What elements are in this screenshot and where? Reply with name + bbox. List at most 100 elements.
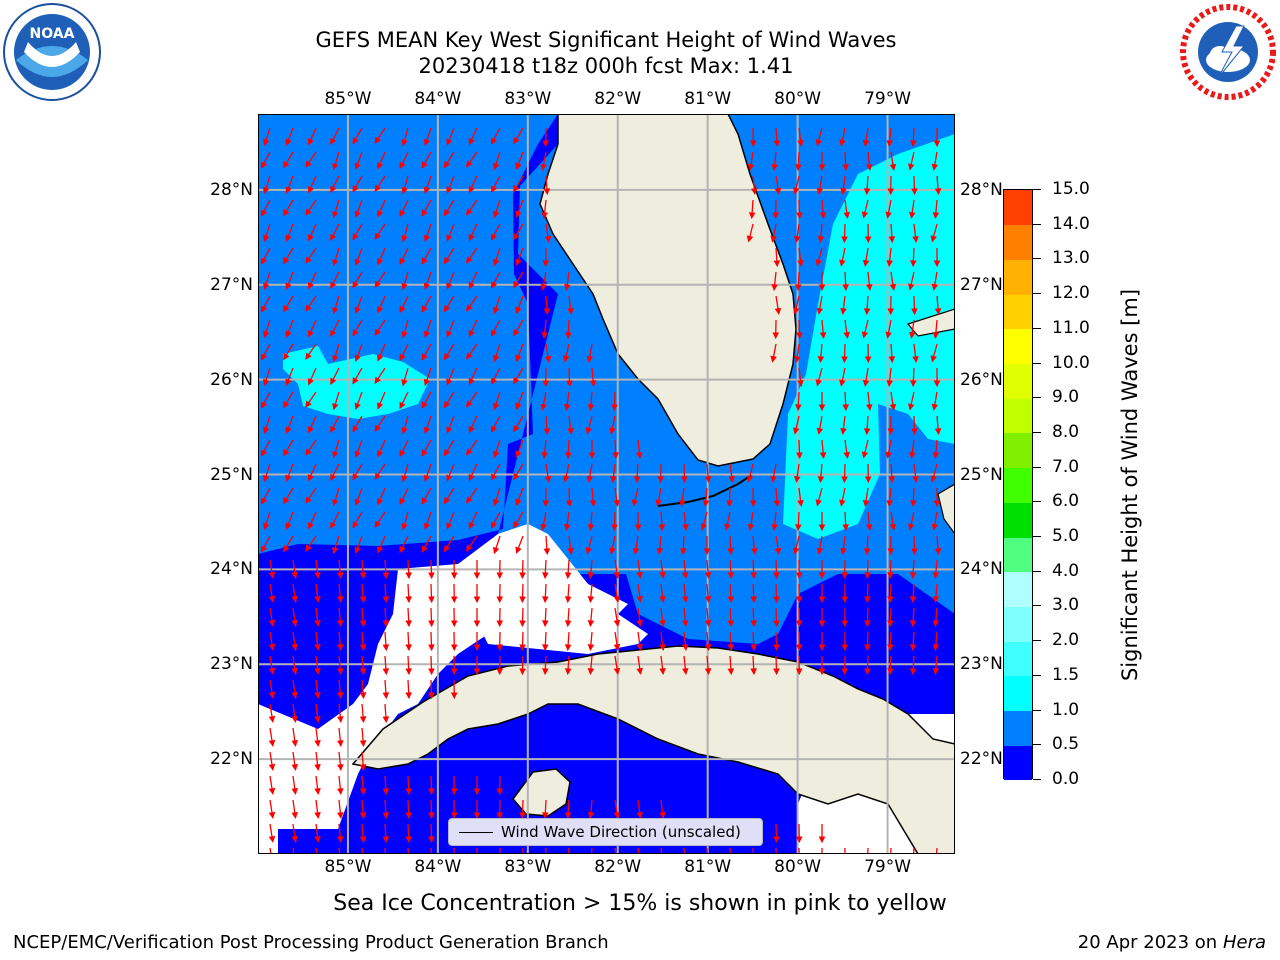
wave-direction-arrowhead: [285, 378, 292, 386]
wave-direction-arrowhead: [771, 284, 778, 292]
longitude-tick-label: 81°W: [684, 857, 732, 877]
wave-direction-arrowhead: [314, 836, 321, 843]
wave-direction-arrowhead: [473, 596, 481, 604]
colorbar-segment: [1004, 571, 1032, 607]
wave-direction-arrowhead: [428, 596, 435, 604]
wave-field-1.0-1.5-west: [283, 346, 430, 419]
colorbar-tick-label: 10.0: [1052, 352, 1090, 373]
wave-direction-arrowhead: [468, 377, 475, 386]
wave-direction-arrowhead: [770, 235, 777, 243]
wave-direction-arrowhead: [283, 209, 290, 217]
colorbar-tick-mark: [1033, 779, 1041, 780]
wave-direction-arrowhead: [841, 236, 848, 244]
wave-direction-arrowhead: [450, 572, 458, 580]
colorbar-tick-label: 2.0: [1052, 630, 1080, 651]
wave-direction-arrowhead: [815, 499, 822, 507]
wave-direction-arrowhead: [268, 715, 276, 723]
wave-direction-arrowhead: [907, 403, 915, 411]
wave-direction-arrowhead: [911, 548, 918, 556]
wave-direction-arrowhead: [797, 380, 804, 387]
wave-direction-arrowhead: [818, 836, 826, 844]
wave-direction-arrowhead: [314, 716, 321, 723]
wave-direction-arrowhead: [889, 283, 897, 291]
wave-direction-arrowhead: [473, 668, 481, 676]
wave-direction-arrowhead: [262, 282, 270, 291]
cuba-land: [351, 645, 955, 854]
wave-direction-arrowhead: [585, 547, 592, 555]
wave-direction-arrowhead: [377, 450, 384, 458]
wave-direction-arrowhead: [352, 329, 359, 337]
wave-direction-arrowhead: [908, 211, 916, 219]
colorbar-title: Significant Height of Wind Waves [m]: [1118, 288, 1142, 682]
wave-direction-arrowhead: [446, 474, 453, 482]
wave-direction-arrowhead: [443, 256, 451, 265]
wave-direction-arrowhead: [374, 136, 381, 145]
wave-direction-arrowhead: [332, 162, 339, 171]
wave-direction-arrowhead: [337, 812, 344, 820]
wave-direction-arrowhead: [305, 256, 312, 264]
wave-direction-arrowhead: [262, 234, 270, 243]
wave-direction-arrowhead: [354, 546, 361, 554]
latitude-tick-label: 25°N: [210, 464, 253, 485]
wave-direction-arrowhead: [492, 498, 500, 507]
wave-direction-arrowhead: [841, 620, 849, 628]
wave-direction-arrowhead: [332, 402, 339, 411]
wave-direction-arrowhead: [519, 620, 526, 628]
colorbar-segment: [1004, 606, 1032, 642]
wave-direction-arrowhead: [330, 425, 337, 434]
wave-direction-arrowhead: [374, 328, 381, 337]
wave-direction-arrowhead: [405, 692, 412, 700]
wave-direction-arrowhead: [564, 668, 572, 676]
wave-direction-arrowhead: [314, 692, 321, 699]
colorbar: [1003, 189, 1033, 781]
wave-direction-arrowhead: [468, 425, 475, 434]
wave-direction-arrowhead: [332, 450, 339, 459]
wave-direction-arrowhead: [466, 448, 473, 456]
wave-direction-arrowhead: [466, 208, 473, 216]
wave-direction-arrowhead: [911, 308, 918, 316]
wave-direction-arrowhead: [513, 233, 520, 241]
latitude-tick-label: 26°N: [210, 369, 253, 390]
wave-direction-arrowhead: [932, 620, 940, 628]
wave-direction-arrowhead: [291, 667, 299, 675]
bahamas-land: [906, 308, 955, 337]
wave-direction-arrowhead: [405, 620, 412, 628]
wave-direction-arrowhead: [307, 186, 314, 194]
wave-direction-arrowhead: [268, 619, 276, 627]
wave-direction-arrowhead: [632, 547, 640, 555]
colorbar-tick-label: 15.0: [1052, 179, 1090, 199]
wave-direction-arrowhead: [359, 692, 367, 700]
wave-direction-arrowhead: [636, 667, 644, 675]
wave-direction-arrowhead: [377, 258, 384, 266]
wave-direction-arrowhead: [795, 164, 802, 172]
wave-direction-arrowhead: [473, 788, 481, 796]
wave-direction-arrowhead: [466, 496, 473, 504]
wave-direction-arrowhead: [285, 138, 292, 146]
wave-direction-arrowhead: [354, 402, 361, 410]
wave-direction-arrowhead: [443, 544, 451, 553]
wave-direction-arrowhead: [816, 187, 824, 195]
wave-direction-arrowhead: [261, 305, 268, 313]
wave-direction-arrowhead: [748, 212, 756, 220]
wave-direction-arrowhead: [795, 284, 802, 292]
wave-direction-arrowhead: [446, 378, 453, 386]
wave-direction-arrowhead: [332, 546, 339, 555]
wave-direction-arrowhead: [631, 499, 639, 507]
wave-direction-arrowhead: [747, 163, 755, 171]
wave-direction-arrowhead: [636, 595, 644, 603]
wave-direction-arrowhead: [910, 140, 917, 148]
wave-direction-arrowhead: [428, 836, 435, 844]
wave-direction-arrowhead: [515, 306, 522, 314]
wave-direction-arrowhead: [770, 475, 777, 483]
wave-direction-arrowhead: [421, 497, 428, 505]
wave-direction-arrowhead: [446, 330, 453, 338]
wave-direction-arrowhead: [724, 523, 731, 531]
wave-direction-arrowhead: [423, 474, 431, 483]
wave-direction-arrowhead: [491, 377, 498, 385]
wave-direction-arrowhead: [491, 425, 498, 433]
wave-direction-arrowhead: [446, 138, 453, 146]
wave-direction-arrowhead: [841, 356, 848, 364]
wave-direction-arrow: [729, 847, 732, 854]
wave-direction-arrowhead: [542, 644, 549, 652]
wave-direction-arrowhead: [562, 355, 570, 363]
